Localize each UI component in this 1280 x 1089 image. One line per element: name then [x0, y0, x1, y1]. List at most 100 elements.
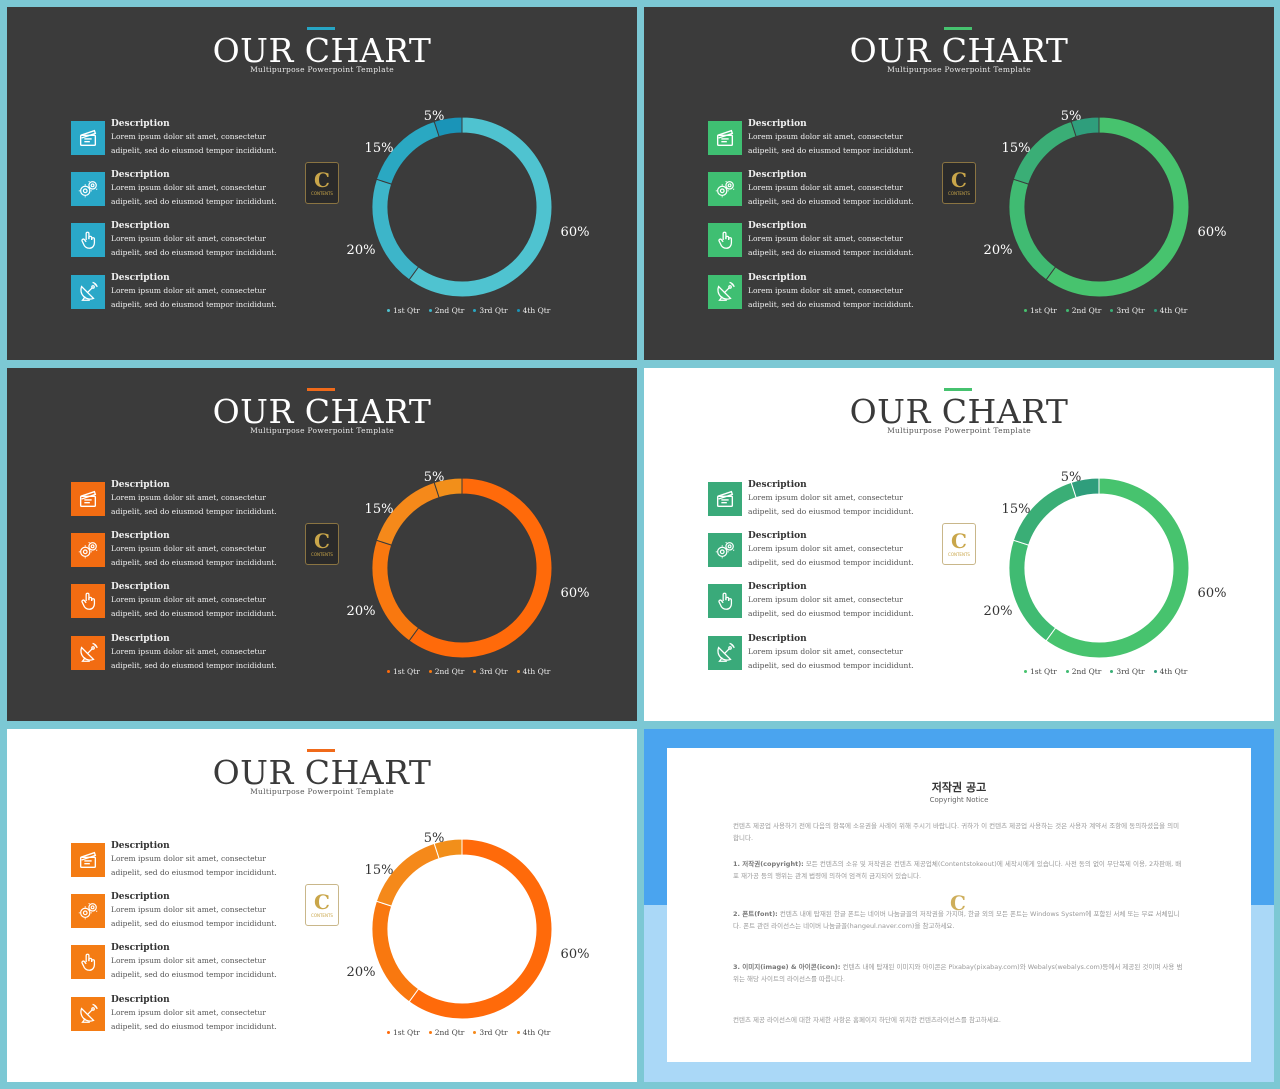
slide-subtitle: Multipurpose Powerpoint Template [250, 426, 394, 435]
copyright-paragraph: 3. 이미지(image) & 아이콘(icon): 컨텐츠 내에 탑재된 이미… [733, 963, 1183, 983]
description-heading: Description [111, 273, 170, 283]
description-heading: Description [111, 480, 170, 490]
hand-pointer-icon [71, 945, 105, 979]
description-line: adipelit, sed do eiusmod tempor incididu… [748, 300, 914, 309]
description-line: Lorem ipsum dolor sit amet, consectetur [111, 132, 266, 141]
slice-label: 15% [365, 141, 394, 156]
description-line: Lorem ipsum dolor sit amet, consectetur [748, 286, 903, 295]
description-heading: Description [111, 892, 170, 902]
description-heading: Description [748, 170, 807, 180]
legend-item: 2nd Qtr [1065, 667, 1101, 676]
gears-icon [71, 533, 105, 567]
slice-label: 5% [424, 831, 445, 846]
copyright-subtitle: Copyright Notice [929, 796, 989, 804]
slice-label: 15% [365, 502, 394, 517]
legend-item: 1st Qtr [1024, 306, 1057, 315]
clapperboard-icon [708, 121, 742, 155]
accent-bar [307, 388, 335, 391]
donut-slice [408, 116, 553, 298]
copyright-paragraph: 2. 폰트(font): 컨텐츠 내에 탑재된 한글 폰트는 네이버 나눔글꼴의… [733, 910, 1180, 930]
legend-item: 2nd Qtr [428, 306, 464, 315]
slice-label: 60% [561, 586, 590, 601]
description-line: adipelit, sed do eiusmod tempor incididu… [111, 661, 277, 670]
description-line: adipelit, sed do eiusmod tempor incididu… [748, 248, 914, 257]
legend-item: 3rd Qtr [1110, 306, 1145, 315]
description-item: Description Lorem ipsum dolor sit amet, c… [71, 943, 311, 983]
slide-subtitle: Multipurpose Powerpoint Template [887, 65, 1031, 74]
legend-item: 2nd Qtr [428, 1028, 464, 1037]
slice-label: 60% [1198, 225, 1227, 240]
description-item: Description Lorem ipsum dolor sit amet, c… [71, 170, 311, 210]
description-line: Lorem ipsum dolor sit amet, consectetur [748, 234, 903, 243]
description-line: adipelit, sed do eiusmod tempor incididu… [111, 970, 277, 979]
slice-label: 20% [984, 604, 1013, 619]
legend-item: 1st Qtr [1024, 667, 1057, 676]
donut-slice [1045, 116, 1190, 298]
slice-label: 60% [561, 225, 590, 240]
description-line: Lorem ipsum dolor sit amet, consectetur [748, 493, 903, 502]
contents-logo: C CONTENTS [942, 162, 976, 204]
description-line: Lorem ipsum dolor sit amet, consectetur [111, 905, 266, 914]
legend-item: 1st Qtr [387, 1028, 420, 1037]
chart-slide: OUR CHART Multipurpose Powerpoint Templat… [7, 729, 637, 1082]
slide-title: OUR CHART [849, 31, 1069, 70]
description-item: Description Lorem ipsum dolor sit amet, c… [708, 119, 948, 159]
donut-slice [371, 178, 420, 281]
donut-slice [371, 539, 420, 642]
donut-slice [1070, 116, 1100, 138]
description-line: adipelit, sed do eiusmod tempor incididu… [111, 558, 277, 567]
satellite-dish-icon [71, 997, 105, 1031]
slide-title: OUR CHART [212, 31, 432, 70]
legend-item: 4th Qtr [1153, 667, 1187, 676]
description-line: adipelit, sed do eiusmod tempor incididu… [111, 146, 277, 155]
description-item: Description Lorem ipsum dolor sit amet, c… [708, 221, 948, 261]
chart-legend: 1st Qtr 2nd Qtr 3rd Qtr 4th Qtr [387, 306, 550, 315]
chart-legend: 1st Qtr 2nd Qtr 3rd Qtr 4th Qtr [1024, 667, 1187, 676]
description-line: Lorem ipsum dolor sit amet, consectetur [111, 956, 266, 965]
gears-icon [71, 172, 105, 206]
gears-icon [708, 172, 742, 206]
description-heading: Description [111, 221, 170, 231]
slice-label: 15% [1002, 502, 1031, 517]
description-line: adipelit, sed do eiusmod tempor incididu… [111, 609, 277, 618]
donut-slice [433, 838, 463, 860]
description-line: Lorem ipsum dolor sit amet, consectetur [748, 183, 903, 192]
description-line: adipelit, sed do eiusmod tempor incididu… [111, 1022, 277, 1031]
description-line: Lorem ipsum dolor sit amet, consectetur [111, 647, 266, 656]
accent-bar [307, 749, 335, 752]
copyright-paper: 저작권 공고 Copyright Notice 컨텐츠 제공업 사용하기 전에 … [667, 748, 1251, 1062]
donut-slice [1008, 178, 1057, 281]
description-line: adipelit, sed do eiusmod tempor incididu… [111, 248, 277, 257]
slide-title: OUR CHART [849, 392, 1069, 431]
slide-subtitle: Multipurpose Powerpoint Template [250, 65, 394, 74]
slice-label: 20% [347, 965, 376, 980]
description-line: adipelit, sed do eiusmod tempor incididu… [111, 919, 277, 928]
legend-item: 3rd Qtr [473, 667, 508, 676]
description-line: adipelit, sed do eiusmod tempor incididu… [748, 146, 914, 155]
description-line: Lorem ipsum dolor sit amet, consectetur [111, 286, 266, 295]
clapperboard-icon [71, 843, 105, 877]
description-heading: Description [111, 634, 170, 644]
slice-label: 15% [365, 863, 394, 878]
slice-label: 5% [1061, 109, 1082, 124]
chart-legend: 1st Qtr 2nd Qtr 3rd Qtr 4th Qtr [387, 1028, 550, 1037]
legend-item: 3rd Qtr [473, 1028, 508, 1037]
gears-icon [708, 533, 742, 567]
slide-subtitle: Multipurpose Powerpoint Template [887, 426, 1031, 435]
description-heading: Description [748, 221, 807, 231]
description-item: Description Lorem ipsum dolor sit amet, c… [71, 119, 311, 159]
donut-slice [1008, 539, 1057, 642]
description-line: Lorem ipsum dolor sit amet, consectetur [111, 544, 266, 553]
legend-item: 4th Qtr [516, 667, 550, 676]
satellite-dish-icon [708, 636, 742, 670]
description-item: Description Lorem ipsum dolor sit amet, c… [71, 531, 311, 571]
description-item: Description Lorem ipsum dolor sit amet, c… [71, 480, 311, 520]
description-line: Lorem ipsum dolor sit amet, consectetur [748, 544, 903, 553]
chart-slide: OUR CHART Multipurpose Powerpoint Templat… [7, 7, 637, 360]
donut-slice [408, 838, 553, 1020]
description-item: Description Lorem ipsum dolor sit amet, c… [71, 582, 311, 622]
description-line: Lorem ipsum dolor sit amet, consectetur [111, 493, 266, 502]
clapperboard-icon [71, 121, 105, 155]
description-line: Lorem ipsum dolor sit amet, consectetur [748, 595, 903, 604]
slice-label: 20% [347, 243, 376, 258]
